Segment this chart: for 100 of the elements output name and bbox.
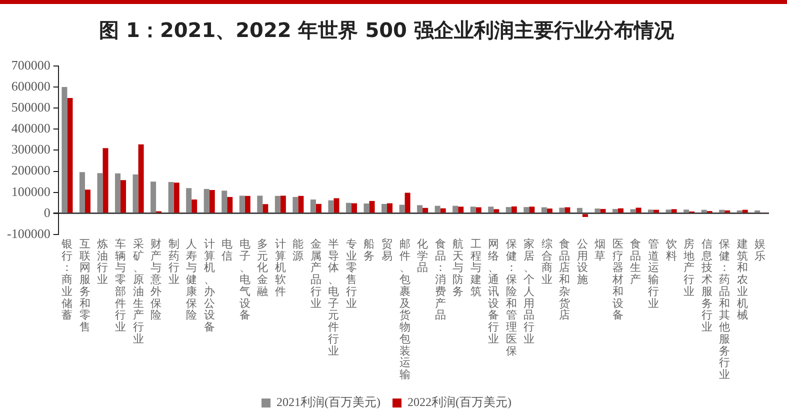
category-label: 网络、通讯设备行业	[488, 238, 500, 346]
bar	[310, 199, 316, 213]
bar	[239, 196, 245, 213]
bar	[524, 207, 530, 213]
x-tick-label: 财产与意外保险	[150, 237, 162, 322]
bar	[684, 210, 690, 213]
bar	[186, 188, 192, 213]
x-tick-label: 工程与建筑	[469, 238, 482, 298]
bar	[192, 199, 198, 213]
y-tick-label: 0	[44, 204, 50, 220]
bar	[600, 208, 606, 213]
x-tick-label: 制药行业	[168, 237, 180, 286]
bar	[612, 208, 618, 213]
legend-label: 2022利润(百万美元)	[408, 395, 512, 410]
x-tick-label: 房地产行业	[682, 237, 695, 298]
bar	[671, 209, 677, 213]
x-tick-label: 食品店和杂货店	[559, 238, 570, 322]
category-label: 采矿、原油生产行业	[132, 238, 144, 346]
x-tick-label: 互联网服务和零售	[79, 238, 90, 334]
bar	[458, 206, 464, 213]
bar	[204, 188, 210, 213]
bar	[666, 210, 672, 213]
bar	[292, 196, 298, 213]
bar	[488, 206, 494, 213]
bar	[576, 208, 582, 213]
x-tick-label: 食品生产	[630, 238, 642, 286]
x-tick-label: 专业零售行业	[346, 237, 357, 310]
bar	[115, 173, 121, 213]
bar	[174, 182, 180, 213]
x-tick-label: 贸易	[382, 237, 393, 262]
x-tick-label: 计算机、办公设备	[204, 237, 215, 334]
bar	[328, 200, 334, 213]
category-label: 邮件、包裹及货物包装运输	[399, 238, 410, 382]
bar	[541, 207, 547, 213]
bar	[351, 203, 357, 213]
bar	[754, 210, 760, 213]
x-tick-label: 炼油行业	[97, 238, 108, 286]
bar	[618, 208, 624, 213]
legend-label: 2021利润(百万美元)	[276, 395, 381, 410]
bar	[79, 172, 85, 213]
bar	[506, 207, 512, 213]
bar	[399, 204, 405, 213]
x-tick-label: 饮料	[664, 238, 677, 262]
bar	[364, 203, 370, 213]
x-tick-label: 航天与防务	[452, 237, 464, 298]
bar	[417, 205, 423, 213]
x-tick-label: 信息技术服务行业	[700, 238, 712, 334]
bar	[222, 190, 228, 213]
x-tick-label: 人寿与健康保险	[186, 238, 198, 322]
x-tick-label: 烟草	[594, 238, 606, 262]
y-tick-label: 700000	[11, 57, 50, 72]
bar	[422, 208, 428, 213]
bar	[334, 198, 340, 213]
bar	[494, 209, 500, 213]
bar	[274, 196, 280, 213]
bar	[150, 182, 156, 213]
bar	[227, 196, 233, 213]
y-tick-label: 200000	[11, 162, 50, 178]
x-tick-label: 银行：商业储蓄	[60, 238, 73, 322]
bar	[316, 204, 322, 213]
x-tick-label: 建筑和农业机械	[736, 237, 748, 322]
x-tick-label: 计算机软件	[274, 237, 286, 298]
bar	[102, 148, 108, 213]
y-tick-label: -100000	[6, 226, 50, 241]
bar	[382, 204, 388, 213]
bar	[648, 210, 654, 213]
bar	[546, 208, 552, 213]
bar	[257, 196, 263, 213]
bar	[476, 207, 482, 213]
x-tick-label: 管道运输行业	[648, 238, 660, 310]
bar	[262, 204, 268, 213]
x-tick-label: 能源	[292, 237, 304, 262]
bar	[736, 210, 742, 213]
bar	[404, 192, 410, 213]
x-tick-label: 公用设施	[576, 238, 588, 286]
bar	[280, 196, 286, 213]
bar	[564, 207, 570, 213]
bar	[440, 208, 446, 213]
bar	[298, 196, 304, 213]
x-tick-label: 电子、电气设备	[239, 237, 250, 322]
bar	[724, 210, 730, 213]
bar	[470, 206, 476, 213]
bar	[168, 182, 174, 213]
x-tick-label: 多元化金融	[257, 238, 268, 298]
x-tick-label: 金属产品行业	[310, 238, 322, 310]
chart-title: 图 1：2021、2022 年世界 500 强企业利润主要行业分布情况	[99, 18, 675, 42]
bar	[559, 208, 565, 213]
y-tick-label: 500000	[11, 100, 50, 115]
x-tick-label: 车辆与零部件行业	[115, 237, 126, 334]
category-label: 保健：保险和管理医保	[506, 238, 517, 358]
x-tick-label: 娱乐	[754, 238, 766, 262]
bar	[120, 180, 126, 213]
bar	[452, 206, 458, 213]
bar	[346, 202, 352, 213]
bar	[209, 190, 215, 213]
bar	[67, 98, 73, 213]
x-tick-label: 电信	[222, 237, 233, 262]
category-label: 家居、个人用品行业	[524, 238, 535, 346]
bar	[636, 208, 642, 213]
bar	[529, 206, 535, 213]
